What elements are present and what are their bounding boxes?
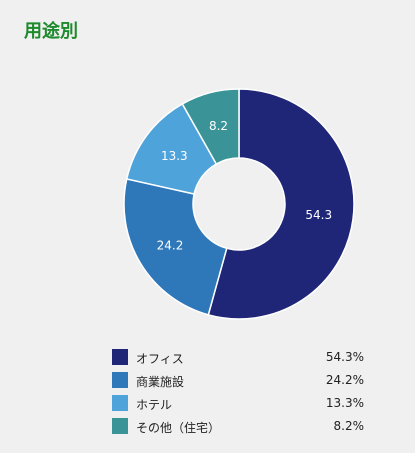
legend-item-commercial: 商業施設 24.2% xyxy=(112,370,364,393)
legend-item-other-residential: その他（住宅） 8.2% xyxy=(112,416,364,439)
legend: オフィス 54.3% 商業施設 24.2% ホテル 13.3% その他（住宅） … xyxy=(112,347,364,439)
slice-other-residential xyxy=(181,88,240,165)
chart-title: 用途別 xyxy=(24,21,78,42)
legend-item-office: オフィス 54.3% xyxy=(112,347,364,370)
legend-label-hotel: ホテル xyxy=(136,398,173,412)
legend-value-office: 54.3% xyxy=(325,350,364,364)
legend-value-hotel: 13.3% xyxy=(325,396,364,410)
legend-label-commercial: 商業施設 xyxy=(136,375,185,389)
slice-label-commercial: 24.2 xyxy=(157,238,184,252)
legend-value-commercial: 24.2% xyxy=(325,373,364,387)
legend-swatch-hotel xyxy=(112,395,128,411)
legend-swatch-other-residential xyxy=(112,418,128,434)
legend-swatch-commercial xyxy=(112,372,128,388)
legend-swatch-office xyxy=(112,349,128,365)
legend-item-hotel: ホテル 13.3% xyxy=(112,393,364,416)
slice-commercial xyxy=(123,178,228,316)
donut-chart: 54.3 24.2 13.3 8.2 xyxy=(123,88,355,320)
slice-label-hotel: 13.3 xyxy=(161,149,188,163)
legend-label-other-residential: その他（住宅） xyxy=(136,421,221,435)
legend-label-office: オフィス xyxy=(136,352,184,366)
slice-label-other-residential: 8.2 xyxy=(209,119,228,133)
slice-office xyxy=(207,88,355,320)
legend-value-other-residential: 8.2% xyxy=(333,419,365,433)
slice-label-office: 54.3 xyxy=(305,208,332,222)
